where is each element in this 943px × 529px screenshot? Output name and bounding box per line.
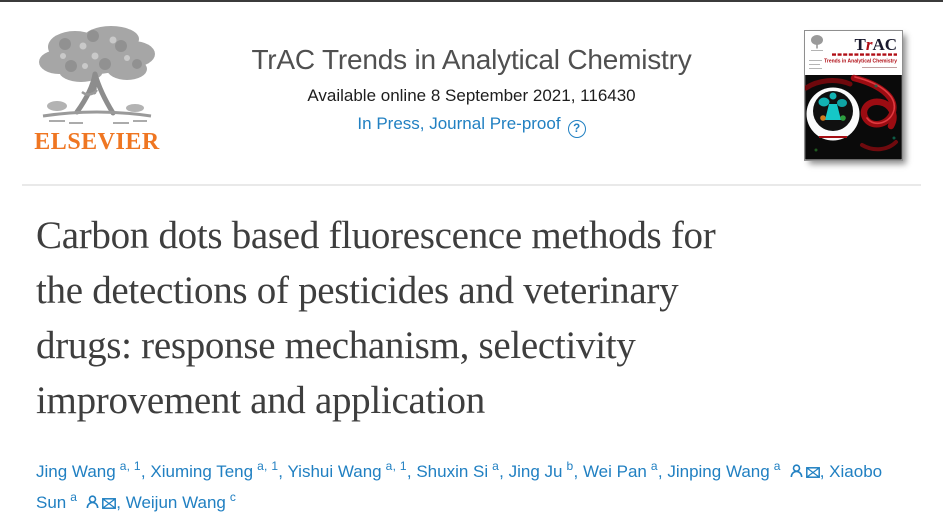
journal-cover-art: TrAC Trends in Analytical Chemistry: [803, 30, 903, 161]
author[interactable]: Jing Ju b,: [508, 459, 579, 481]
author[interactable]: Xiuming Teng a, 1,: [150, 459, 284, 481]
author-separator: ,: [573, 462, 579, 481]
envelope-icon[interactable]: [805, 467, 820, 478]
author[interactable]: Yishui Wang a, 1,: [287, 459, 412, 481]
cover-masthead-subtitle: Trends in Analytical Chemistry: [824, 59, 897, 65]
author[interactable]: Shuxin Si a,: [416, 459, 504, 481]
title-line: drugs: response mechanism, selectivity: [36, 324, 636, 367]
elsevier-logo[interactable]: ELSEVIER: [28, 22, 166, 156]
author-affiliation-sup: a, 1: [119, 459, 141, 474]
person-icon[interactable]: [86, 495, 99, 509]
elsevier-tree-icon: [39, 26, 155, 124]
author-list: Jing Wang a, 1, Xiuming Teng a, 1, Yishui …: [36, 456, 907, 518]
cover-masthead-t: T: [854, 35, 866, 54]
inpress-row: In Press, Journal Pre-proof?: [190, 114, 753, 138]
svg-text:TrAC: TrAC: [854, 35, 897, 54]
author-affiliation-sup: a: [650, 459, 658, 474]
author-separator: ,: [657, 462, 663, 481]
author-name[interactable]: Jing Ju: [508, 462, 563, 481]
person-icon[interactable]: [790, 464, 803, 478]
author-affiliation-sup: a: [70, 490, 78, 505]
inpress-link[interactable]: In Press, Journal Pre-proof: [357, 114, 561, 133]
title-line: the detections of pesticides and veterin…: [36, 269, 679, 312]
author-name[interactable]: Xiaobo Sun: [36, 462, 883, 512]
author-name[interactable]: Jing Wang: [36, 462, 116, 481]
cover-masthead-ac: AC: [872, 35, 897, 54]
author-affiliation-sup: a: [492, 459, 500, 474]
author-icons: [787, 462, 820, 481]
cover-masthead-r: r: [866, 35, 873, 54]
author-affiliation-sup: a, 1: [257, 459, 279, 474]
author-affiliation-sup: a: [773, 459, 781, 474]
author[interactable]: Jinping Wang a,: [667, 459, 825, 481]
article-title: Carbon dots based fluorescence methods f…: [36, 208, 907, 428]
article-head: Carbon dots based fluorescence methods f…: [0, 186, 943, 518]
title-line: improvement and application: [36, 379, 485, 422]
elsevier-wordmark: ELSEVIER: [34, 129, 160, 155]
help-icon[interactable]: ?: [567, 120, 586, 138]
available-online-text: Available online 8 September 2021, 11643…: [307, 86, 636, 105]
journal-title-link[interactable]: TrAC Trends in Analytical Chemistry: [251, 44, 692, 75]
journal-cover-thumbnail[interactable]: TrAC Trends in Analytical Chemistry: [803, 30, 903, 161]
author-name[interactable]: Yishui Wang: [287, 462, 382, 481]
author[interactable]: Xiaobo Sun a,: [36, 462, 882, 512]
author-affiliation-sup: a, 1: [385, 459, 407, 474]
envelope-icon[interactable]: [102, 498, 117, 509]
header-divider: [22, 184, 921, 186]
journal-banner: ELSEVIER TrAC Trends in Analytical Chemi…: [0, 2, 943, 186]
author-separator: ,: [116, 493, 121, 512]
author-icons: [83, 493, 117, 512]
author-name[interactable]: Weijun Wang: [125, 493, 226, 512]
author-separator: ,: [406, 462, 412, 481]
author-separator: ,: [140, 462, 146, 481]
author-separator: ,: [819, 462, 825, 481]
author[interactable]: Weijun Wang c: [125, 490, 237, 512]
author[interactable]: Wei Pan a,: [582, 459, 663, 481]
author-name[interactable]: Xiuming Teng: [150, 462, 254, 481]
author-separator: ,: [278, 462, 284, 481]
author-separator: ,: [499, 462, 504, 481]
author[interactable]: Jing Wang a, 1,: [36, 459, 146, 481]
author-affiliation-sup: c: [229, 490, 237, 505]
author-name[interactable]: Wei Pan: [582, 462, 647, 481]
author-name[interactable]: Jinping Wang: [667, 462, 770, 481]
title-line: Carbon dots based fluorescence methods f…: [36, 214, 716, 257]
banner-center: TrAC Trends in Analytical Chemistry Avai…: [190, 44, 753, 138]
author-name[interactable]: Shuxin Si: [416, 462, 489, 481]
author-affiliation-sup: b: [566, 459, 574, 474]
page-top-border: [0, 0, 943, 2]
